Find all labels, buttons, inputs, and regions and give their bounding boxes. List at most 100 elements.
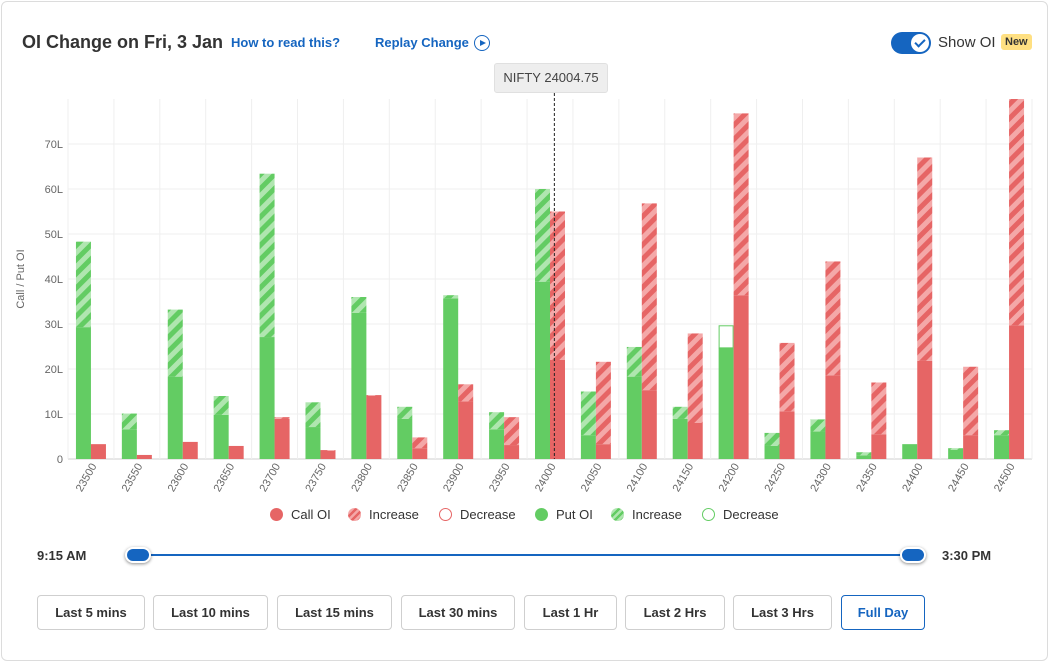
legend-put-decrease[interactable]: Decrease <box>702 507 779 522</box>
last-3-hrs-button[interactable]: Last 3 Hrs <box>733 595 832 630</box>
last-2-hrs-button[interactable]: Last 2 Hrs <box>625 595 725 630</box>
new-badge: New <box>1001 34 1032 50</box>
last-1-hr-button[interactable]: Last 1 Hr <box>524 595 617 630</box>
time-range-track[interactable] <box>137 554 913 556</box>
call-oi-swatch-icon <box>270 508 283 521</box>
put-oi-bar <box>902 444 918 459</box>
put-increase-bar <box>121 413 137 430</box>
last-15-mins-button[interactable]: Last 15 mins <box>277 595 392 630</box>
replay-change-link[interactable]: Replay Change <box>375 35 469 50</box>
call-increase-bar <box>733 113 749 296</box>
y-tick-label: 0 <box>57 454 63 466</box>
put-increase-swatch-icon <box>611 508 624 521</box>
show-oi-label: Show OI <box>938 34 996 51</box>
last-5-mins-button[interactable]: Last 5 mins <box>37 595 145 630</box>
chart-legend: Call OI Increase Decrease Put OI Increas… <box>0 507 1050 525</box>
x-tick-label: 24100 <box>625 462 651 494</box>
call-oi-bar <box>182 441 198 459</box>
legend-put-oi[interactable]: Put OI <box>535 507 593 522</box>
call-increase-bar <box>274 417 290 419</box>
put-oi-bar <box>397 418 413 459</box>
x-tick-label: 23950 <box>487 462 513 494</box>
call-increase-bar <box>825 261 841 376</box>
x-tick-label: 24250 <box>762 462 788 494</box>
call-oi-bar <box>1009 325 1025 459</box>
call-increase-bar <box>779 342 795 412</box>
put-oi-bar <box>259 337 275 459</box>
put-oi-bar <box>810 431 826 459</box>
put-increase-bar <box>397 406 413 419</box>
range-start-handle[interactable] <box>125 547 151 563</box>
put-increase-bar <box>994 430 1010 436</box>
x-tick-label: 24400 <box>900 462 926 494</box>
last-30-mins-button[interactable]: Last 30 mins <box>401 595 515 630</box>
call-increase-bar <box>917 157 933 361</box>
call-oi-bar <box>641 390 657 459</box>
y-tick-label: 20L <box>45 364 63 376</box>
last-10-mins-button[interactable]: Last 10 mins <box>153 595 268 630</box>
call-oi-bar <box>779 411 795 459</box>
put-increase-bar <box>443 295 459 299</box>
call-increase-bar <box>641 203 657 391</box>
range-start-time: 9:15 AM <box>37 548 87 563</box>
x-tick-label: 24450 <box>946 462 972 494</box>
put-oi-bar <box>121 429 137 459</box>
put-increase-bar <box>351 297 367 313</box>
put-oi-bar <box>75 327 91 459</box>
put-increase-bar <box>305 402 321 428</box>
play-circle-icon[interactable] <box>474 35 490 51</box>
legend-put-decrease-label: Decrease <box>723 507 779 522</box>
call-increase-bar <box>366 395 382 396</box>
call-increase-bar <box>458 384 474 402</box>
legend-call-increase-label: Increase <box>369 507 419 522</box>
put-increase-bar <box>856 452 872 456</box>
y-tick-label: 60L <box>45 184 63 196</box>
x-tick-label: 24300 <box>808 462 834 494</box>
page-title: OI Change on Fri, 3 Jan <box>22 32 224 52</box>
x-tick-label: 23850 <box>395 462 421 494</box>
x-tick-label: 23750 <box>303 462 329 494</box>
call-increase-bar <box>320 450 336 451</box>
x-tick-label: 24150 <box>671 462 697 494</box>
x-tick-label: 24350 <box>854 462 880 494</box>
y-tick-label: 50L <box>45 229 63 241</box>
x-tick-label: 23700 <box>257 462 283 494</box>
full-day-button[interactable]: Full Day <box>841 595 925 630</box>
put-increase-bar <box>764 432 780 446</box>
call-increase-bar <box>871 382 887 435</box>
call-increase-bar <box>550 211 565 360</box>
legend-call-oi[interactable]: Call OI <box>270 507 331 522</box>
legend-call-increase[interactable]: Increase <box>348 507 419 522</box>
put-increase-bar <box>259 173 275 338</box>
call-increase-bar <box>595 361 611 445</box>
call-oi-bar <box>550 360 565 459</box>
x-tick-label: 23650 <box>212 462 238 494</box>
put-increase-bar <box>810 419 826 432</box>
x-tick-label: 24000 <box>533 462 559 494</box>
put-oi-bar <box>535 281 550 459</box>
y-axis-label: Call / Put OI <box>15 249 27 308</box>
spot-price-label: NIFTY 24004.75 <box>494 63 608 93</box>
y-tick-label: 10L <box>45 409 63 421</box>
call-oi-bar <box>595 444 611 459</box>
x-tick-label: 24500 <box>992 462 1018 494</box>
legend-call-oi-label: Call OI <box>291 507 331 522</box>
how-to-read-link[interactable]: How to read this? <box>231 35 341 50</box>
legend-put-increase[interactable]: Increase <box>611 507 682 522</box>
legend-call-decrease[interactable]: Decrease <box>439 507 516 522</box>
call-oi-bar <box>458 401 474 459</box>
call-increase-bar <box>687 333 703 423</box>
call-increase-bar <box>963 366 979 436</box>
call-oi-bar <box>825 375 841 459</box>
call-oi-bar <box>917 360 933 459</box>
range-end-handle[interactable] <box>900 547 926 563</box>
show-oi-toggle[interactable] <box>891 32 931 54</box>
put-oi-bar <box>856 455 872 459</box>
call-oi-bar <box>871 434 887 459</box>
y-tick-label: 70L <box>45 139 63 151</box>
put-oi-bar <box>443 298 459 459</box>
call-oi-bar <box>228 445 244 459</box>
call-oi-bar <box>90 444 106 459</box>
put-increase-bar <box>580 391 596 436</box>
